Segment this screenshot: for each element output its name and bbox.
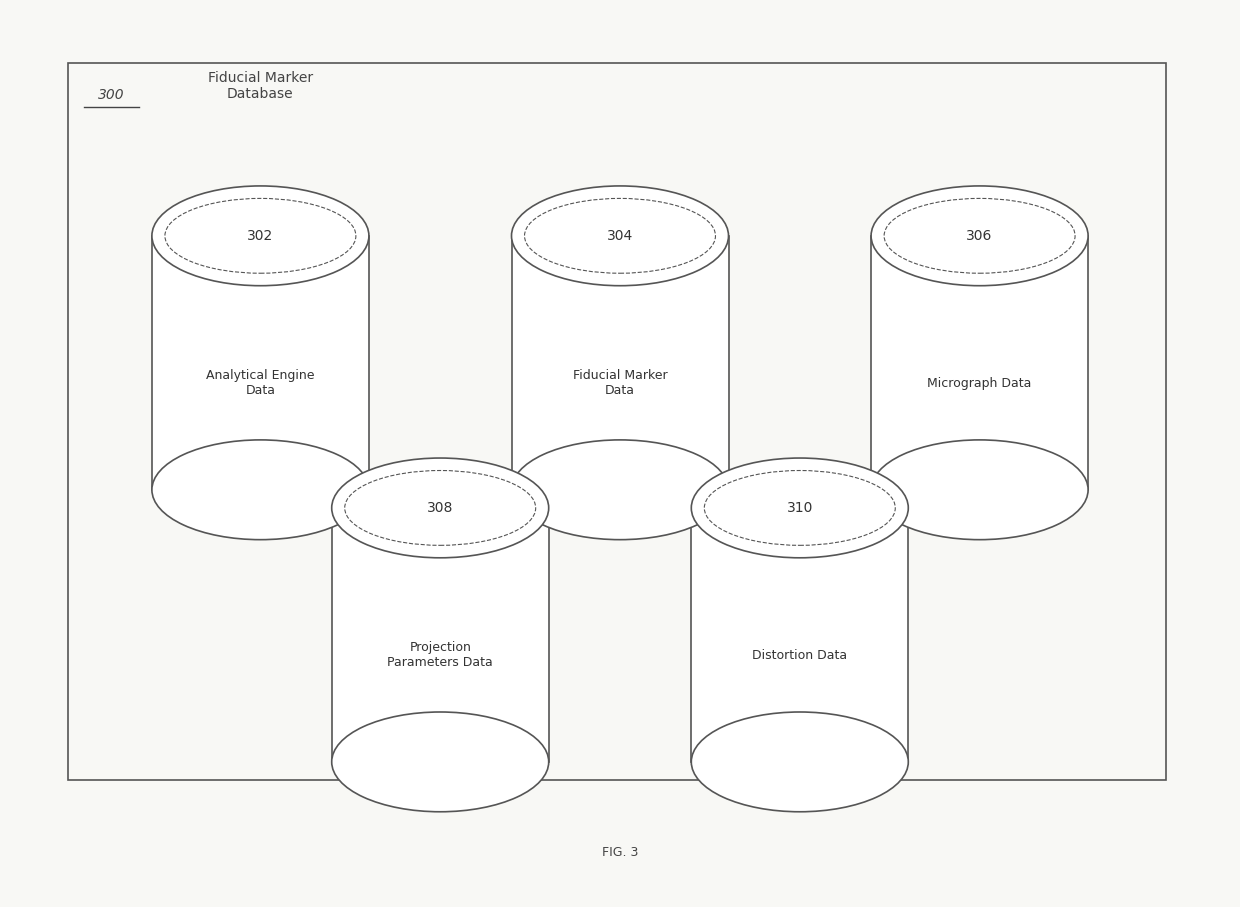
- Ellipse shape: [151, 186, 370, 286]
- Bar: [331, 508, 548, 762]
- Bar: [68, 63, 1166, 780]
- Text: 300: 300: [98, 88, 125, 102]
- Ellipse shape: [692, 458, 908, 558]
- Text: Fiducial Marker
Database: Fiducial Marker Database: [208, 71, 312, 102]
- Ellipse shape: [511, 440, 729, 540]
- Ellipse shape: [692, 712, 908, 812]
- Text: FIG. 3: FIG. 3: [601, 846, 639, 859]
- Bar: [870, 236, 1089, 490]
- Ellipse shape: [332, 712, 549, 812]
- Bar: [511, 236, 728, 490]
- Bar: [151, 236, 370, 490]
- Text: Fiducial Marker
Data: Fiducial Marker Data: [573, 369, 667, 397]
- Ellipse shape: [332, 458, 549, 558]
- Ellipse shape: [151, 440, 370, 540]
- Ellipse shape: [870, 186, 1089, 286]
- Text: Analytical Engine
Data: Analytical Engine Data: [206, 369, 315, 397]
- Ellipse shape: [870, 440, 1089, 540]
- Ellipse shape: [511, 186, 729, 286]
- Text: Projection
Parameters Data: Projection Parameters Data: [387, 641, 494, 669]
- Text: 306: 306: [966, 229, 993, 243]
- Text: 310: 310: [786, 501, 813, 515]
- Bar: [692, 508, 908, 762]
- Text: 302: 302: [247, 229, 274, 243]
- Text: 304: 304: [606, 229, 634, 243]
- Text: 308: 308: [427, 501, 454, 515]
- Text: Distortion Data: Distortion Data: [753, 649, 847, 662]
- Text: Micrograph Data: Micrograph Data: [928, 376, 1032, 390]
